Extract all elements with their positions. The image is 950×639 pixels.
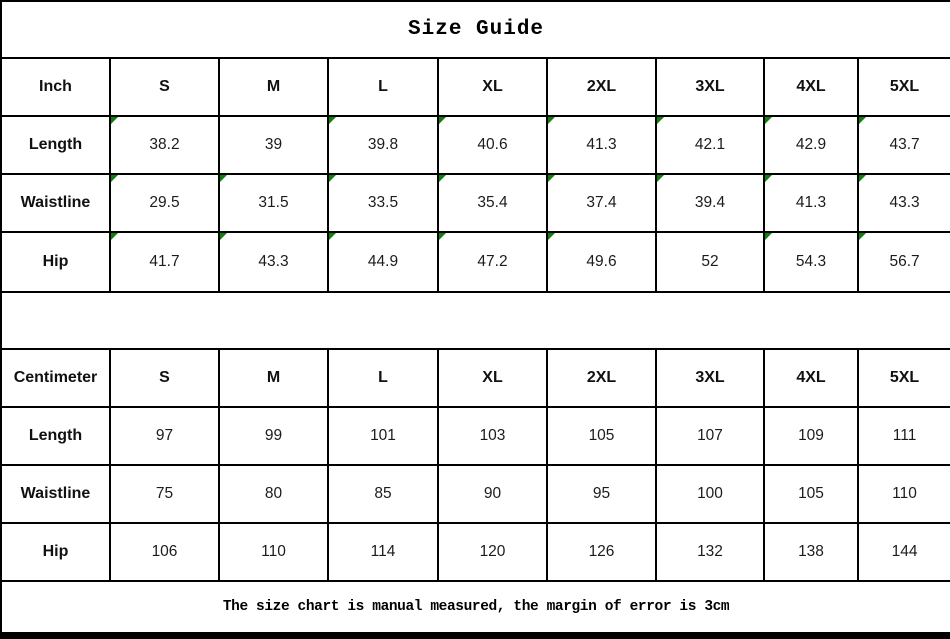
footer-note: The size chart is manual measured, the m… [0, 580, 950, 634]
inch-waistline-row: Waistline 29.5 31.5 33.5 35.4 37.4 39.4 … [0, 172, 950, 234]
inch-hip-3xl: 52 [655, 231, 765, 294]
inch-unit-header: Inch [0, 56, 111, 117]
page-title: Size Guide [0, 0, 950, 59]
cm-waistline-3xl: 100 [655, 464, 765, 525]
cm-size-col-header-5xl: 5XL [856, 348, 950, 409]
cm-waistline-l: 85 [327, 464, 439, 525]
row-label-hip: Hip [0, 522, 111, 583]
cm-size-col-header-l: L [327, 348, 439, 409]
inch-hip-row: Hip 41.7 43.3 44.9 47.2 49.6 52 54.3 56.… [0, 231, 950, 294]
inch-waistline-2xl: 37.4 [546, 172, 657, 234]
inch-waistline-3xl: 39.4 [655, 172, 765, 234]
row-label-waistline: Waistline [0, 464, 111, 525]
cm-length-s: 97 [109, 406, 220, 467]
size-col-header-3xl: 3XL [655, 56, 765, 117]
inch-waistline-5xl: 43.3 [856, 172, 950, 234]
cm-waistline-2xl: 95 [546, 464, 657, 525]
cm-size-col-header-m: M [218, 348, 329, 409]
row-label-length: Length [0, 406, 111, 467]
inch-length-s: 38.2 [109, 114, 220, 176]
footer-row: The size chart is manual measured, the m… [0, 580, 950, 634]
cm-hip-2xl: 126 [546, 522, 657, 583]
inch-hip-5xl: 56.7 [856, 231, 950, 294]
inch-waistline-l: 33.5 [327, 172, 439, 234]
cm-length-3xl: 107 [655, 406, 765, 467]
cm-length-m: 99 [218, 406, 329, 467]
cm-length-2xl: 105 [546, 406, 657, 467]
spacer-row [0, 291, 950, 351]
size-col-header-s: S [109, 56, 220, 117]
size-col-header-2xl: 2XL [546, 56, 657, 117]
row-label-hip: Hip [0, 231, 111, 294]
inch-hip-l: 44.9 [327, 231, 439, 294]
cm-size-col-header-3xl: 3XL [655, 348, 765, 409]
inch-length-2xl: 41.3 [546, 114, 657, 176]
inch-length-m: 39 [218, 114, 329, 176]
inch-hip-xl: 47.2 [437, 231, 548, 294]
cm-waistline-m: 80 [218, 464, 329, 525]
inch-hip-m: 43.3 [218, 231, 329, 294]
cm-length-5xl: 111 [856, 406, 950, 467]
cm-length-xl: 103 [437, 406, 548, 467]
inch-header-row: Inch S M L XL 2XL 3XL 4XL 5XL [0, 56, 950, 117]
row-label-waistline: Waistline [0, 172, 111, 234]
inch-length-xl: 40.6 [437, 114, 548, 176]
cm-waistline-xl: 90 [437, 464, 548, 525]
cm-hip-3xl: 132 [655, 522, 765, 583]
size-col-header-4xl: 4XL [763, 56, 859, 117]
cm-size-col-header-4xl: 4XL [763, 348, 859, 409]
size-col-header-m: M [218, 56, 329, 117]
cm-size-col-header-2xl: 2XL [546, 348, 657, 409]
row-label-length: Length [0, 114, 111, 176]
inch-length-row: Length 38.2 39 39.8 40.6 41.3 42.1 42.9 … [0, 114, 950, 176]
size-col-header-l: L [327, 56, 439, 117]
cm-hip-4xl: 138 [763, 522, 859, 583]
cm-waistline-row: Waistline 75 80 85 90 95 100 105 110 [0, 464, 950, 525]
inch-hip-2xl: 49.6 [546, 231, 657, 294]
inch-hip-4xl: 54.3 [763, 231, 859, 294]
cm-waistline-s: 75 [109, 464, 220, 525]
cm-hip-s: 106 [109, 522, 220, 583]
cm-unit-header: Centimeter [0, 348, 111, 409]
cm-length-4xl: 109 [763, 406, 859, 467]
size-col-header-xl: XL [437, 56, 548, 117]
cm-size-col-header-s: S [109, 348, 220, 409]
cm-hip-row: Hip 106 110 114 120 126 132 138 144 [0, 522, 950, 583]
cm-header-row: Centimeter S M L XL 2XL 3XL 4XL 5XL [0, 348, 950, 409]
inch-hip-s: 41.7 [109, 231, 220, 294]
cm-hip-5xl: 144 [856, 522, 950, 583]
inch-waistline-s: 29.5 [109, 172, 220, 234]
spacer-cell [0, 291, 950, 351]
cm-hip-m: 110 [218, 522, 329, 583]
cm-hip-xl: 120 [437, 522, 548, 583]
inch-length-4xl: 42.9 [763, 114, 859, 176]
cm-length-row: Length 97 99 101 103 105 107 109 111 [0, 406, 950, 467]
title-row: Size Guide [0, 0, 950, 59]
inch-waistline-xl: 35.4 [437, 172, 548, 234]
inch-length-l: 39.8 [327, 114, 439, 176]
inch-waistline-m: 31.5 [218, 172, 329, 234]
cm-length-l: 101 [327, 406, 439, 467]
inch-length-5xl: 43.7 [856, 114, 950, 176]
cm-hip-l: 114 [327, 522, 439, 583]
inch-length-3xl: 42.1 [655, 114, 765, 176]
inch-waistline-4xl: 41.3 [763, 172, 859, 234]
cm-waistline-5xl: 110 [856, 464, 950, 525]
size-col-header-5xl: 5XL [856, 56, 950, 117]
cm-size-col-header-xl: XL [437, 348, 548, 409]
cm-waistline-4xl: 105 [763, 464, 859, 525]
